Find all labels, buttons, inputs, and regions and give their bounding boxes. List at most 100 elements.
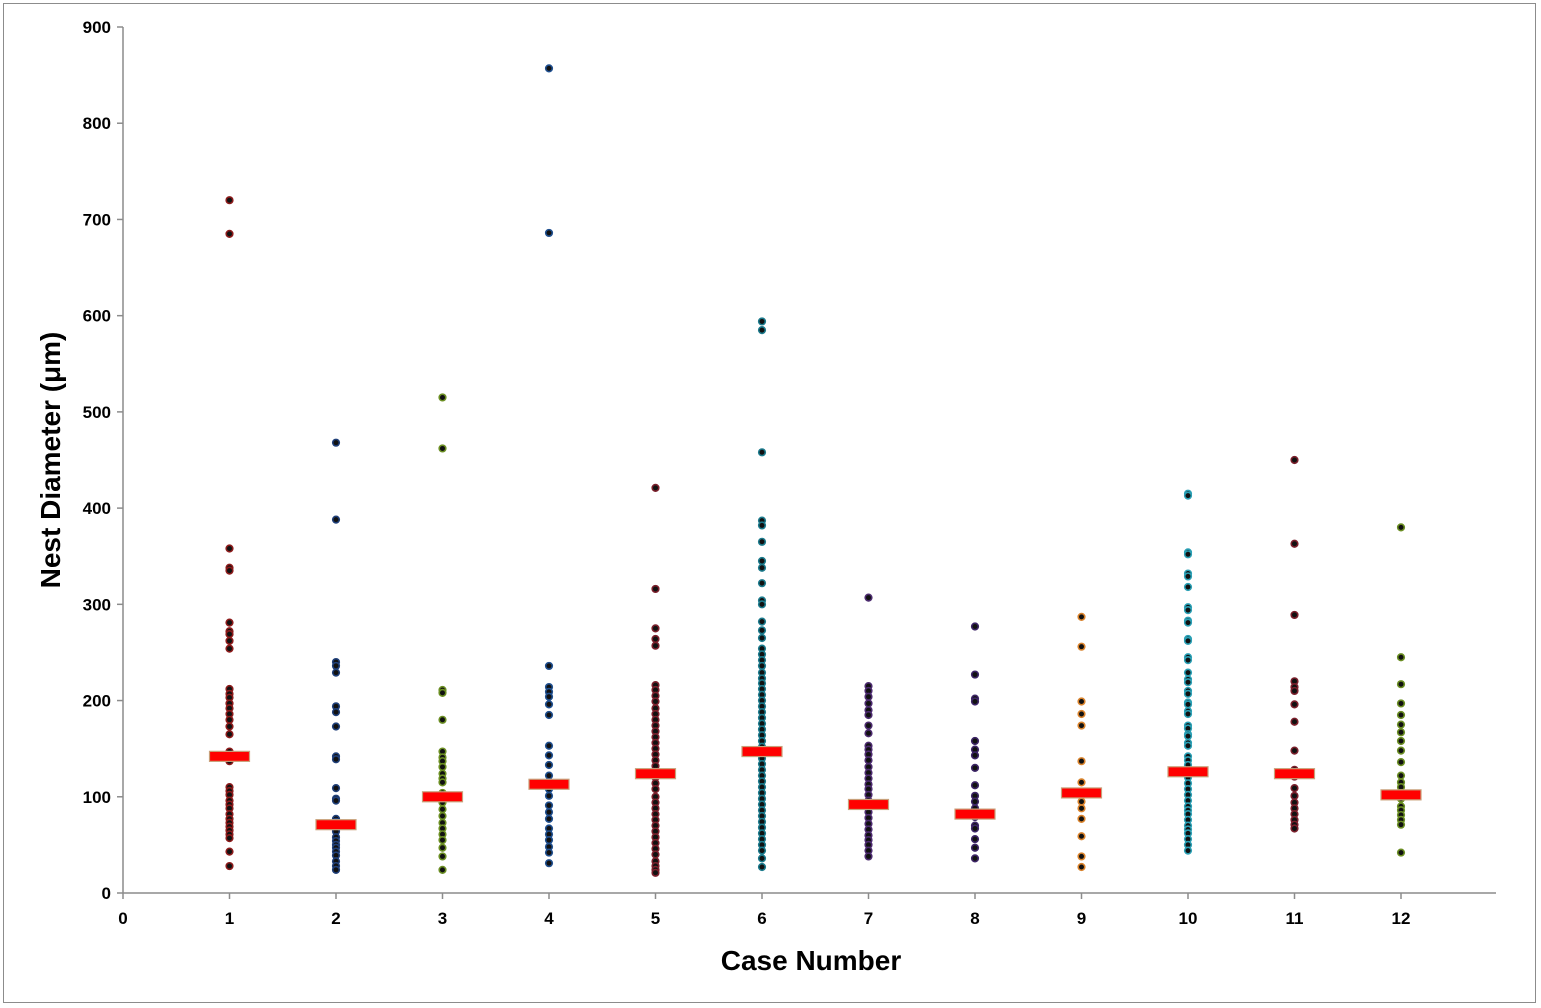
data-point (225, 715, 234, 724)
data-point (1396, 758, 1406, 767)
mean-marker (1060, 787, 1103, 799)
data-point (544, 692, 554, 701)
data-point (757, 626, 767, 635)
data-point (864, 729, 873, 738)
data-point (757, 317, 767, 326)
y-tick-label: 800 (83, 114, 111, 133)
data-point (1396, 523, 1406, 532)
data-point (864, 692, 873, 701)
mean-marker (954, 808, 996, 820)
data-point (757, 521, 767, 530)
data-point (331, 784, 341, 793)
data-point (438, 843, 447, 852)
data-point (970, 670, 980, 679)
x-tick-label: 7 (864, 909, 873, 928)
data-point (1077, 697, 1086, 706)
data-point (331, 668, 341, 677)
data-point (864, 721, 873, 730)
data-point (225, 730, 234, 739)
data-point (1077, 709, 1086, 719)
data-point (1183, 668, 1193, 677)
data-point (970, 824, 980, 833)
data-point (544, 771, 554, 780)
data-point (651, 697, 660, 706)
data-point (1396, 848, 1406, 857)
data-point (864, 699, 873, 708)
data-point (544, 791, 554, 800)
data-point (544, 64, 554, 73)
data-point (970, 736, 980, 746)
data-point (544, 808, 554, 817)
x-tick-label: 0 (118, 909, 127, 928)
data-point (1396, 710, 1406, 720)
data-point (757, 862, 767, 872)
data-point (1183, 678, 1193, 687)
data-point (1290, 610, 1299, 620)
data-point (757, 563, 767, 572)
x-tick-label: 9 (1077, 909, 1086, 928)
data-point (1077, 721, 1086, 730)
data-point (438, 835, 447, 845)
mean-marker (1273, 768, 1316, 780)
data-point (864, 852, 873, 861)
data-point (1290, 746, 1299, 755)
data-point (1077, 852, 1086, 861)
data-point (757, 600, 767, 609)
data-point (1396, 653, 1406, 662)
data-point (225, 196, 234, 205)
data-point (544, 700, 554, 709)
data-point (970, 854, 980, 863)
data-point (757, 326, 767, 335)
data-point (438, 778, 447, 787)
data-point (864, 593, 873, 602)
x-tick-label: 3 (438, 909, 447, 928)
data-point (1396, 680, 1406, 689)
data-point (331, 796, 341, 805)
mean-marker (315, 819, 357, 831)
data-point (864, 710, 873, 720)
data-point (331, 515, 341, 524)
data-point (1077, 804, 1086, 813)
data-point (225, 630, 234, 639)
data-point (438, 688, 447, 697)
data-point (757, 556, 767, 566)
mean-markers (208, 745, 1422, 831)
data-point (1290, 791, 1299, 800)
data-point (864, 756, 873, 765)
data-point (438, 811, 447, 821)
data-point (225, 644, 234, 653)
mean-marker (421, 791, 464, 803)
x-tick-label: 11 (1286, 909, 1304, 928)
x-ticks: 0 1 2 3 4 5 6 7 8 9 10 11 12 (118, 893, 1410, 928)
data-point (1183, 582, 1193, 592)
data-point (438, 444, 447, 453)
data-point (544, 814, 554, 824)
x-axis-title: Case Number (721, 945, 902, 976)
y-tick-label: 300 (83, 595, 111, 614)
y-tick-label: 200 (83, 692, 111, 711)
data-point (225, 636, 234, 645)
data-point (544, 859, 554, 868)
x-tick-label: 6 (757, 909, 766, 928)
data-point (651, 641, 660, 650)
data-point (225, 722, 234, 731)
data-point (757, 617, 767, 626)
data-point (970, 843, 980, 852)
data-point (1396, 736, 1406, 746)
mean-marker (1167, 766, 1209, 778)
data-point (970, 781, 980, 790)
data-point (1396, 699, 1406, 708)
data-point (757, 661, 767, 671)
data-point (1183, 741, 1193, 750)
data-points (225, 64, 1406, 877)
data-point (544, 751, 554, 760)
data-point (970, 835, 980, 844)
data-point (757, 854, 767, 863)
data-point (970, 622, 980, 631)
data-point (1290, 539, 1299, 548)
data-point (651, 850, 660, 859)
mean-marker (741, 745, 783, 758)
data-point (544, 801, 554, 810)
